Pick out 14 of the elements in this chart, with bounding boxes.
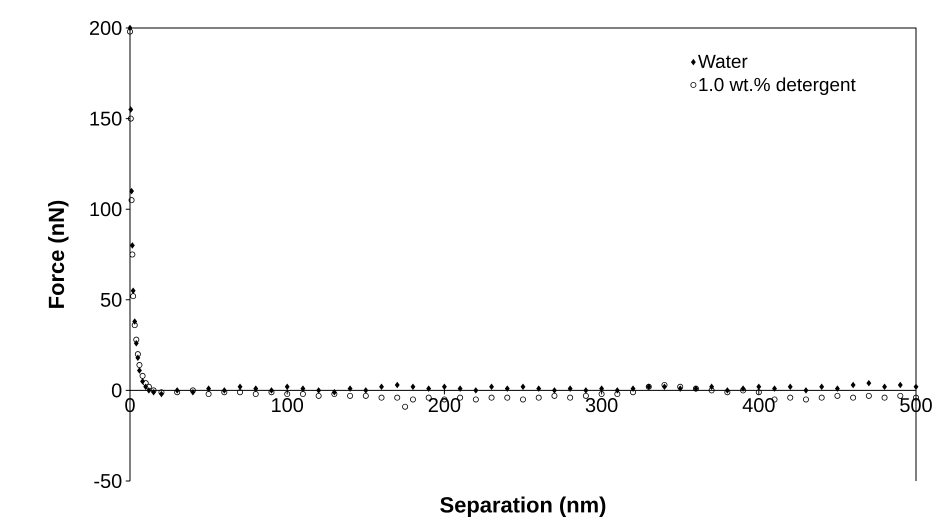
y-tick-label: 100 bbox=[90, 202, 122, 216]
y-tick-label: -50 bbox=[94, 474, 122, 488]
y-tick-label: 150 bbox=[90, 112, 122, 126]
x-tick-label: 300 bbox=[586, 398, 618, 412]
y-axis-title: Force (nN) bbox=[48, 200, 68, 308]
legend-label: Water bbox=[698, 54, 748, 68]
legend-label: 1.0 wt.% detergent bbox=[699, 77, 856, 95]
x-axis-title: Separation (nm) bbox=[440, 496, 606, 517]
y-tick-label: 200 bbox=[90, 20, 122, 36]
x-tick-label: 200 bbox=[428, 398, 460, 412]
y-tick-label: 50 bbox=[100, 292, 122, 307]
x-tick-label: 400 bbox=[742, 398, 775, 412]
y-tick-label: 0 bbox=[112, 383, 122, 398]
x-tick-label: 100 bbox=[272, 398, 304, 412]
